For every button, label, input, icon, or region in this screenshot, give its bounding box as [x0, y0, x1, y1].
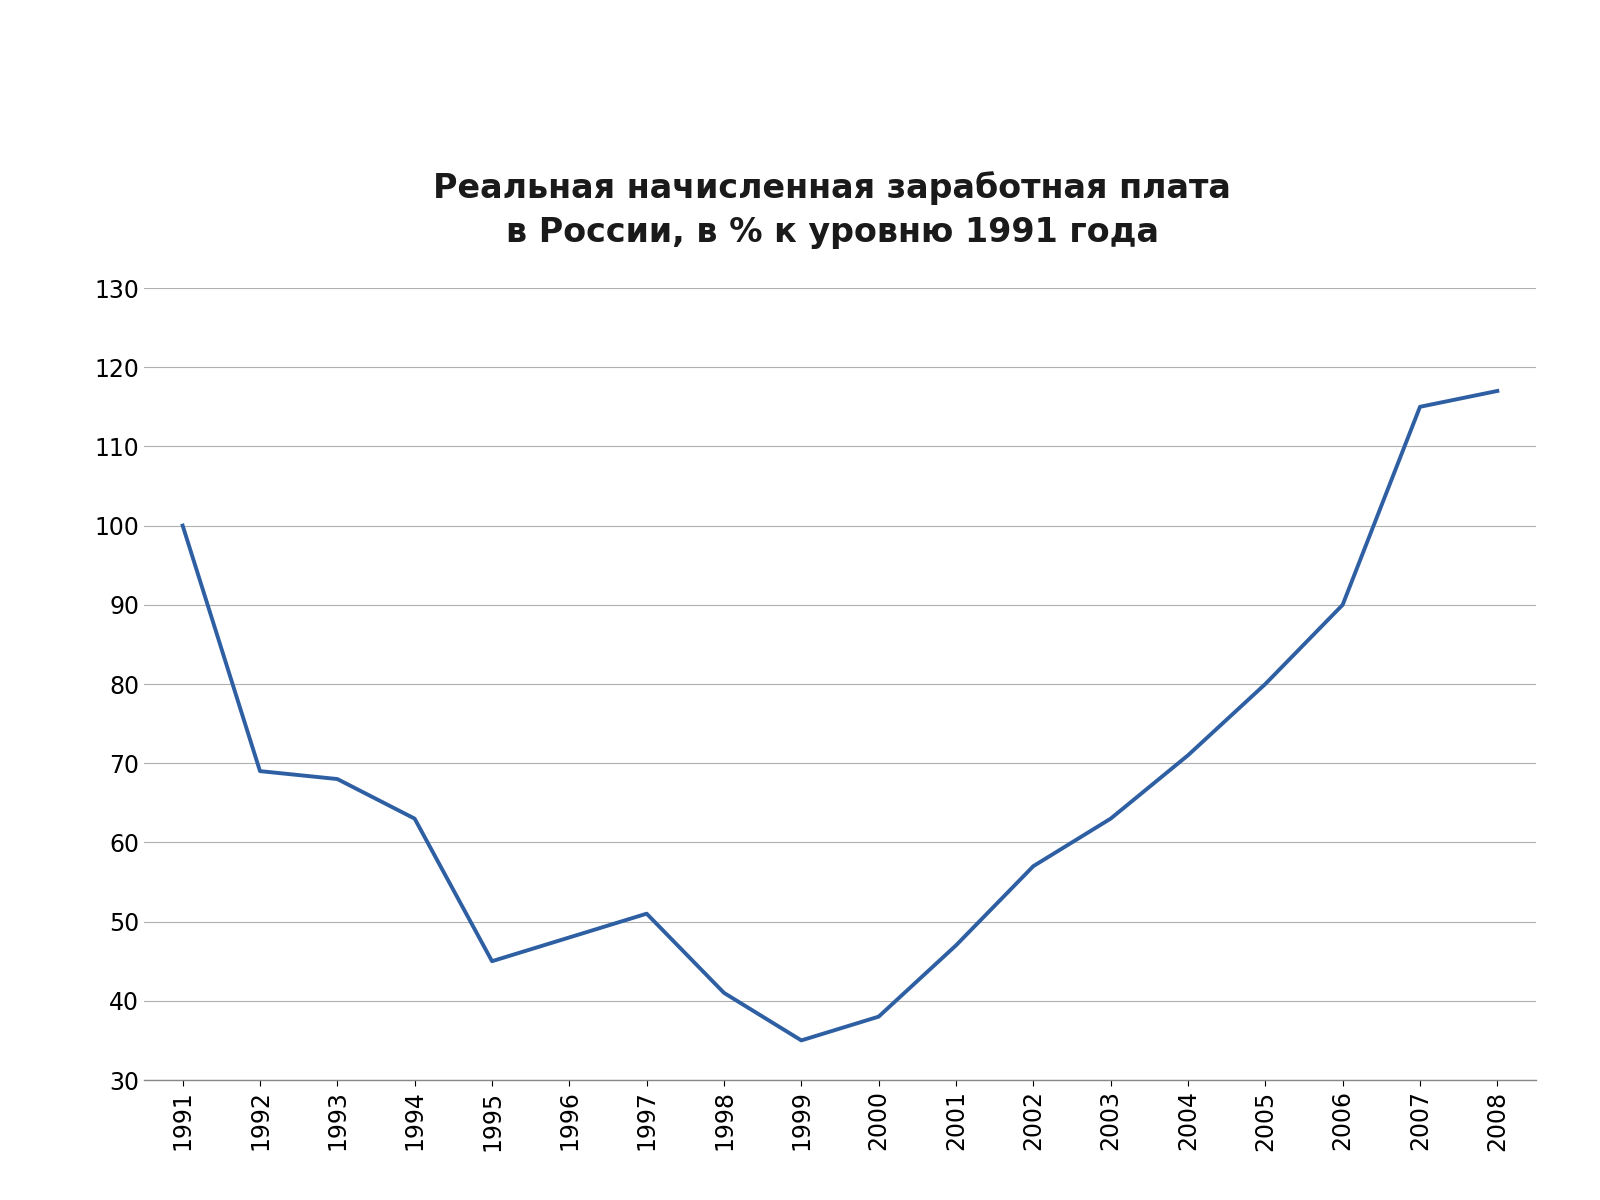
Text: Реальная начисленная заработная плата
в России, в % к уровню 1991 года: Реальная начисленная заработная плата в … [434, 172, 1230, 248]
